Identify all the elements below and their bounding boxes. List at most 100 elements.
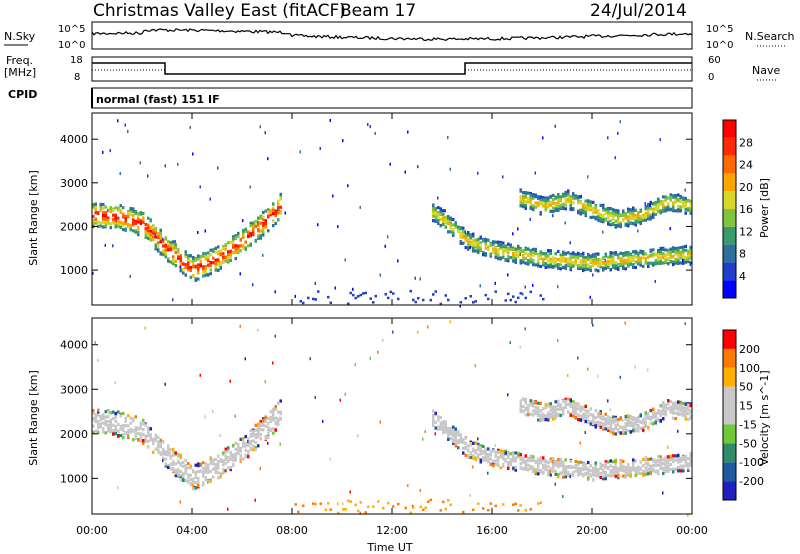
heatmap-cell (237, 244, 240, 248)
heatmap-cell (682, 408, 685, 412)
heatmap-cell (459, 304, 461, 308)
heatmap-cell (234, 456, 237, 460)
heatmap-cell (167, 463, 170, 468)
heatmap-cell (127, 424, 130, 428)
heatmap-cell (222, 252, 225, 256)
heatmap-cell (389, 290, 392, 294)
heatmap-cell (609, 408, 611, 412)
heatmap-cell (549, 459, 552, 464)
heatmap-cell (614, 470, 617, 474)
heatmap-cell (539, 456, 542, 460)
heatmap-cell (497, 456, 500, 460)
heatmap-cell (534, 247, 537, 251)
heatmap-cell (422, 298, 425, 302)
heatmap-cell (669, 405, 672, 409)
heatmap-cell (509, 463, 512, 467)
heatmap-cell (492, 464, 495, 468)
heatmap-cell (237, 442, 240, 447)
heatmap-cell (162, 249, 165, 253)
heatmap-cell (439, 509, 442, 512)
heatmap-cell (634, 216, 637, 220)
heatmap-cell (592, 466, 595, 470)
heatmap-cell (219, 433, 221, 437)
heatmap-cell (624, 212, 627, 216)
heatmap-cell (447, 215, 450, 219)
heatmap-cell (674, 246, 677, 251)
heatmap-cell (609, 207, 612, 211)
heatmap-cell (584, 256, 587, 260)
heatmap-cell (184, 254, 187, 258)
heatmap-cell (632, 214, 635, 218)
heatmap-cell (252, 233, 255, 237)
heatmap-cell (219, 472, 222, 476)
heatmap-cell (679, 205, 682, 209)
heatmap-cell (569, 252, 572, 256)
heatmap-cell (609, 257, 612, 261)
heatmap-cell (569, 197, 572, 202)
heatmap-cell (187, 462, 190, 466)
heatmap-cell (517, 255, 520, 259)
heatmap-cell (617, 430, 620, 434)
heatmap-cell (432, 413, 435, 417)
heatmap-cell (582, 211, 585, 215)
heatmap-cell (462, 233, 465, 237)
heatmap-cell (264, 225, 267, 229)
heatmap-cell (547, 418, 550, 422)
velocity-colorbar-label: Velocity [m s^-1] (758, 370, 771, 465)
heatmap-cell (672, 407, 675, 412)
heatmap-cell (462, 226, 465, 230)
heatmap-cell (114, 215, 117, 220)
heatmap-cell (227, 241, 230, 245)
heatmap-cell (682, 456, 685, 460)
heatmap-cell (482, 253, 485, 257)
heatmap-cell (179, 259, 182, 263)
heatmap-cell (154, 244, 157, 249)
heatmap-cell (479, 458, 482, 462)
heatmap-cell (102, 421, 105, 425)
heatmap-cell (642, 256, 645, 260)
heatmap-cell (169, 447, 172, 452)
heatmap-cell (519, 198, 522, 202)
heatmap-cell (164, 462, 167, 466)
heatmap-cell (522, 467, 525, 471)
heatmap-cell (192, 478, 195, 482)
x-tick-label: 20:00 (576, 524, 608, 537)
heatmap-cell (644, 202, 646, 205)
heatmap-cell (497, 248, 500, 252)
heatmap-cell (652, 252, 655, 256)
heatmap-cell (664, 460, 667, 464)
heatmap-cell (664, 259, 667, 263)
heatmap-cell (272, 206, 275, 210)
heatmap-cell (649, 203, 651, 207)
heatmap-cell (534, 406, 537, 410)
heatmap-cell (619, 120, 621, 124)
heatmap-cell (177, 467, 180, 471)
heatmap-cell (254, 219, 257, 224)
heatmap-cell (617, 468, 620, 472)
heatmap-cell (522, 200, 525, 205)
heatmap-cell (137, 233, 140, 237)
heatmap-cell (642, 419, 645, 423)
heatmap-cell (592, 413, 595, 417)
heatmap-cell (594, 421, 597, 425)
heatmap-cell (519, 409, 522, 414)
heatmap-cell (654, 205, 657, 209)
heatmap-cell (679, 456, 682, 460)
heatmap-cell (664, 455, 667, 459)
heatmap-cell (512, 255, 515, 259)
heatmap-cell (202, 461, 205, 465)
heatmap-cell (684, 211, 687, 215)
heatmap-cell (672, 404, 675, 408)
heatmap-cell (634, 255, 637, 259)
heatmap-cell (657, 203, 660, 207)
heatmap-cell (199, 469, 202, 473)
heatmap-cell (572, 411, 575, 415)
heatmap-cell (209, 272, 212, 276)
heatmap-cell (584, 409, 587, 413)
heatmap-cell (584, 203, 587, 207)
heatmap-cell (649, 217, 652, 221)
heatmap-cell (254, 224, 257, 229)
heatmap-cell (534, 470, 537, 474)
heatmap-cell (484, 293, 487, 297)
heatmap-cell (662, 400, 665, 405)
